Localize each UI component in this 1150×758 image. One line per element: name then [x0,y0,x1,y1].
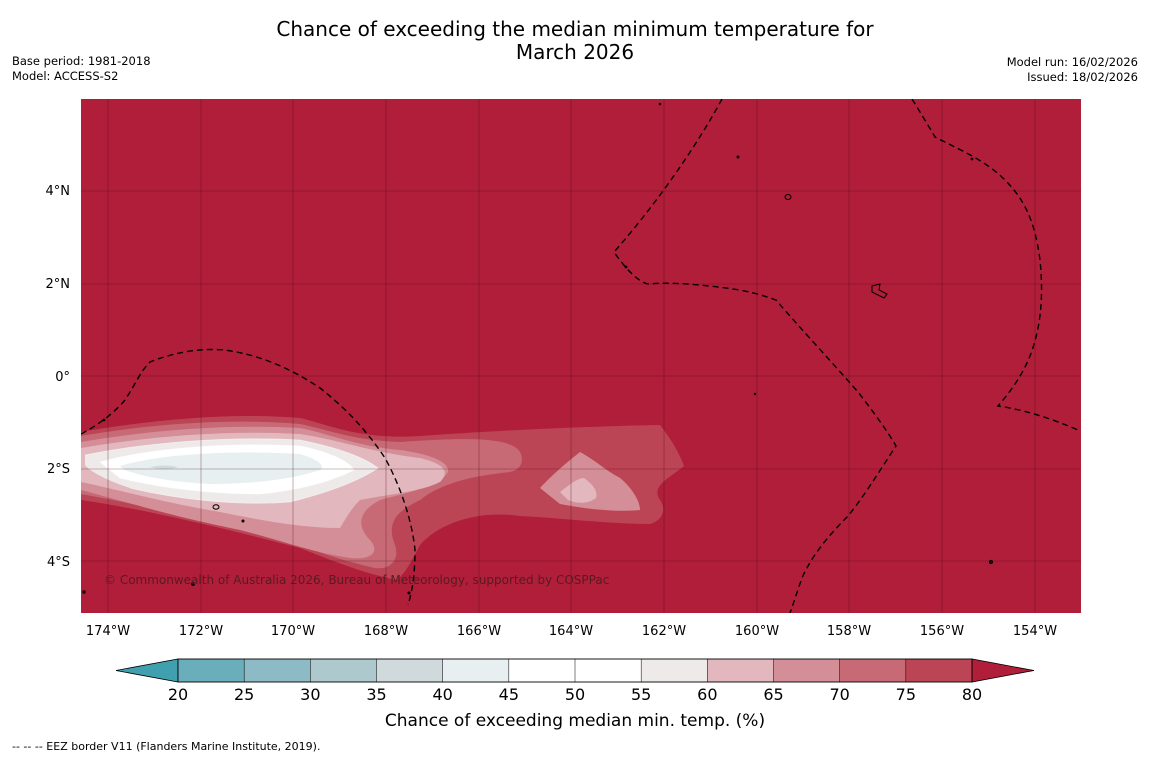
colorbar-segment-25-30 [243,658,311,683]
eez-borders [81,99,1079,613]
colorbar-label-70: 70 [829,685,849,704]
colorbar-label-40: 40 [432,685,452,704]
colorbar-label-35: 35 [366,685,386,704]
colorbar-frame [177,658,973,683]
colorbar-segment-65-70 [773,658,841,683]
colorbar-segment-45-50 [508,658,576,683]
island-near-160w-eq [753,392,757,396]
colorbar-label-65: 65 [763,685,783,704]
colorbar-segments [177,658,973,683]
colorbar-extend-high [971,658,1035,683]
latitude-labels: 4°N 2°N 0° 2°S 4°S [46,184,71,570]
lon-label-174w: 174°W [86,624,130,639]
colorbar-label-50: 50 [565,685,585,704]
island-near-156w [970,157,974,161]
island-near-160w [736,155,740,159]
colorbar-extend-low [115,658,179,683]
lon-label-168w: 168°W [364,624,408,639]
lon-label-164w: 164°W [549,624,593,639]
lon-label-166w: 166°W [457,624,501,639]
colorbar-label-75: 75 [896,685,916,704]
island-near-163w [624,265,628,269]
colorbar-label-25: 25 [234,685,254,704]
colorbar-segment-75-80 [905,658,973,683]
longitude-labels: 174°W 172°W 170°W 168°W 166°W 164°W 162°… [86,624,1057,639]
model-run-text: Model run: 16/02/2026 [1006,55,1138,69]
colorbar-label-55: 55 [631,685,651,704]
colorbar-label-30: 30 [300,685,320,704]
island-near-155w [988,559,994,565]
meta-left: Base period: 1981-2018 Model: ACCESS-S2 [12,54,151,84]
probability-contours [81,415,684,580]
eez-footnote: -- -- -- EEZ border V11 (Flanders Marine… [12,740,321,753]
colorbar-segment-50-55 [574,658,642,683]
contour-lines [84,438,379,504]
copyright-credit: © Commonwealth of Australia 2026, Bureau… [104,573,609,587]
colorbar-segment-30-35 [310,658,378,683]
lon-label-158w: 158°W [827,624,871,639]
island-near-162w [658,102,662,106]
lat-label-4n: 4°N [46,184,71,199]
lon-label-170w: 170°W [271,624,315,639]
base-period-text: Base period: 1981-2018 [12,54,151,68]
colorbar-tick-labels: 20 25 30 35 40 45 50 55 60 65 70 75 80 [168,685,982,704]
contour-patch-164w-inner [560,478,597,503]
colorbar-segment-55-60 [640,658,708,683]
colorbar-segment-35-40 [376,658,444,683]
lat-label-4s: 4°S [47,555,70,570]
island-near-168w [407,591,411,595]
contour-40-45 [150,465,178,470]
island-near-159w [784,194,792,200]
lon-label-160w: 160°W [735,624,779,639]
colorbar-title: Chance of exceeding median min. temp. (%… [385,711,765,731]
lon-label-162w: 162°W [642,624,686,639]
lon-label-156w: 156°W [920,624,964,639]
colorbar-segment-70-75 [839,658,907,683]
colorbar-segment-20-25 [177,658,245,683]
colorbar-segment-40-45 [442,658,510,683]
graticule [81,99,1081,613]
colorbar-label-60: 60 [697,685,717,704]
contour-45-50 [120,452,322,484]
title-line-1: Chance of exceeding the median minimum t… [276,17,874,41]
lat-label-2n: 2°N [46,277,71,292]
island-near-171w [241,519,245,523]
colorbar: 20 25 30 35 40 45 50 55 60 65 70 75 80 Chance of exc… [115,658,1035,731]
island-near-175w [82,590,86,594]
issued-text: Issued: 18/02/2026 [1027,70,1138,84]
map-background [81,99,1081,613]
lon-label-172w: 172°W [179,624,223,639]
colorbar-segment-60-65 [707,658,775,683]
meta-right: Model run: 16/02/2026 Issued: 18/02/2026 [1007,55,1138,85]
colorbar-label-20: 20 [168,685,188,704]
model-text: Model: ACCESS-S2 [12,69,119,83]
island-near-157w [871,283,888,299]
island-near-172w [212,504,220,510]
title-line-2: March 2026 [515,40,635,64]
islands [82,102,994,595]
map-title: Chance of exceeding the median minimum t… [0,18,1150,64]
island-near-172w-south [191,582,195,586]
colorbar-label-80: 80 [962,685,982,704]
lon-label-154w: 154°W [1013,624,1057,639]
lat-label-2s: 2°S [47,462,70,477]
island-near-174w [102,418,106,422]
lat-label-0: 0° [55,370,70,385]
colorbar-label-45: 45 [499,685,519,704]
